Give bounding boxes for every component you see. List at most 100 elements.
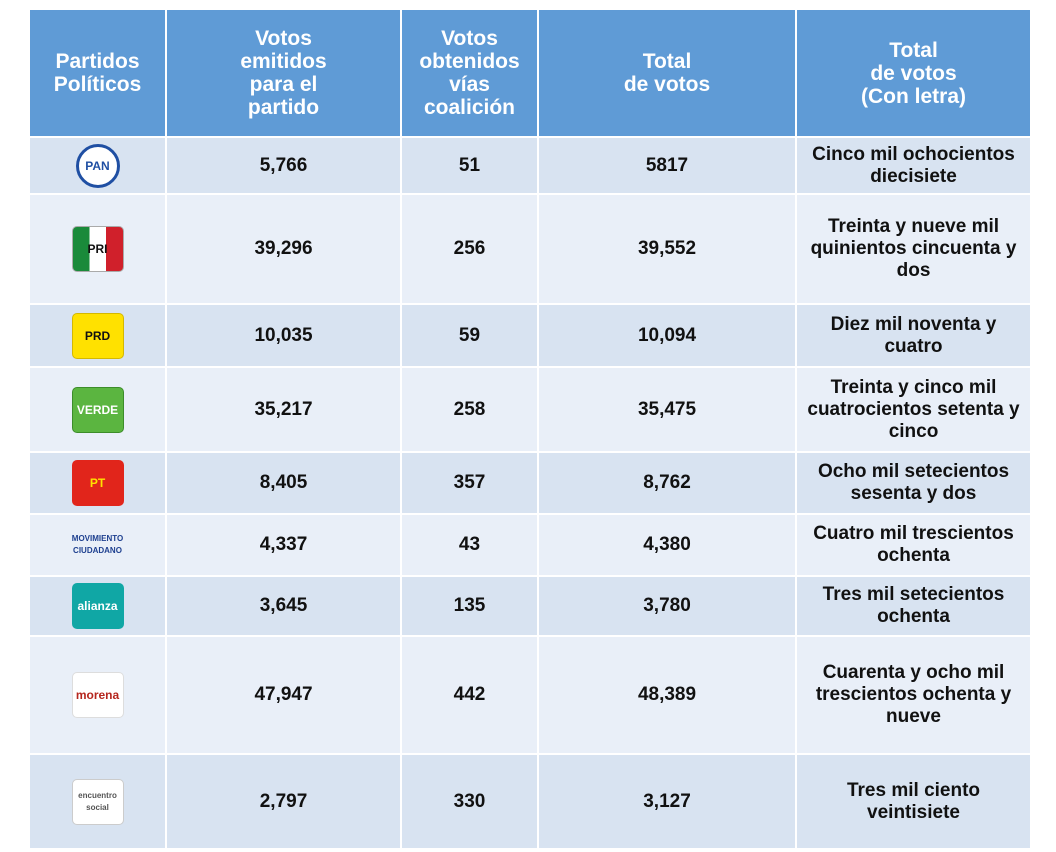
- table-row: PRD 10,035 59 10,094 Diez mil noventa y cuat…: [28, 303, 1032, 368]
- party-cell: PT: [28, 451, 167, 515]
- vote-count: 5,766: [259, 154, 308, 176]
- value-cell: Cuatro mil trescientos ochenta: [795, 513, 1032, 577]
- value-cell: 8,762: [537, 451, 797, 515]
- value-cell: 4,380: [537, 513, 797, 577]
- vote-count: 48,389: [637, 684, 697, 705]
- table-row: PAN 5,766 51 5817 Cinco mil ochocientos diec…: [28, 136, 1032, 195]
- column-header: Votos obtenidos vías coalición: [400, 8, 539, 138]
- table-row: PT 8,405 357 8,762 Ocho mil setecientos sese…: [28, 451, 1032, 515]
- column-header: Votos emitidos para el partido: [165, 8, 402, 138]
- value-cell: 39,552: [537, 193, 797, 305]
- value-cell: 135: [400, 575, 539, 637]
- table-row: alianza 3,645 135 3,780 Tres mil setecientos…: [28, 575, 1032, 637]
- value-cell: 330: [400, 753, 539, 850]
- vote-count: 3,780: [643, 595, 691, 616]
- value-cell: 10,094: [537, 303, 797, 368]
- vote-count: 5817: [645, 154, 689, 176]
- votes-in-words: Cinco mil ochocientos diecisiete: [812, 143, 1015, 187]
- vote-count: 51: [458, 154, 481, 176]
- party-logo: PRD: [71, 312, 124, 359]
- value-cell: Treinta y nueve mil quinientos cincuenta…: [795, 193, 1032, 305]
- votes-in-words: Cuarenta y ocho mil trescientos ochenta …: [815, 662, 1012, 727]
- votes-in-words: Ocho mil setecientos sesenta y dos: [817, 461, 1010, 504]
- value-cell: 4,337: [165, 513, 402, 577]
- column-header: Partidos Políticos: [28, 8, 167, 138]
- vote-count: 39,552: [637, 238, 697, 259]
- value-cell: 258: [400, 366, 539, 453]
- votes-in-words: Tres mil setecientos ochenta: [822, 584, 1005, 627]
- vote-count: 4,380: [643, 534, 691, 555]
- value-cell: 5817: [537, 136, 797, 195]
- vote-count: 2,797: [259, 790, 308, 812]
- value-cell: Ocho mil setecientos sesenta y dos: [795, 451, 1032, 515]
- value-cell: 35,475: [537, 366, 797, 453]
- value-cell: 59: [400, 303, 539, 368]
- vote-count: 39,296: [254, 238, 313, 259]
- party-cell: morena: [28, 635, 167, 755]
- party-logo: PT: [71, 460, 124, 506]
- results-table: Partidos Políticos Votos emitidos para el…: [28, 8, 1032, 850]
- value-cell: 35,217: [165, 366, 402, 453]
- vote-count: 258: [453, 398, 486, 420]
- party-logo: alianza: [71, 583, 124, 629]
- value-cell: Cuarenta y ocho mil trescientos ochenta …: [795, 635, 1032, 755]
- value-cell: 51: [400, 136, 539, 195]
- header-row: Partidos Políticos Votos emitidos para el…: [28, 8, 1032, 138]
- value-cell: Diez mil noventa y cuatro: [795, 303, 1032, 368]
- value-cell: 10,035: [165, 303, 402, 368]
- value-cell: 442: [400, 635, 539, 755]
- party-cell: encuentro social: [28, 753, 167, 850]
- value-cell: 3,127: [537, 753, 797, 850]
- vote-count: 135: [453, 595, 486, 616]
- vote-count: 4,337: [259, 534, 308, 555]
- value-cell: Tres mil ciento veintisiete: [795, 753, 1032, 850]
- votes-in-words: Tres mil ciento veintisiete: [846, 779, 981, 823]
- votes-in-words: Cuatro mil trescientos ochenta: [813, 523, 1014, 566]
- vote-count: 3,645: [259, 595, 308, 616]
- party-logo: morena: [71, 672, 124, 718]
- party-cell: PRI: [28, 193, 167, 305]
- votes-in-words: Treinta y cinco mil cuatrocientos setent…: [807, 376, 1020, 442]
- vote-count: 330: [453, 790, 486, 812]
- value-cell: 3,645: [165, 575, 402, 637]
- value-cell: 48,389: [537, 635, 797, 755]
- party-cell: MOVIMIENTO CIUDADANO: [28, 513, 167, 577]
- table-row: encuentro social 2,797 330 3,127 Tres mil ci…: [28, 753, 1032, 850]
- table-wrap: Partidos Políticos Votos emitidos para el…: [28, 8, 1032, 850]
- vote-count: 256: [453, 238, 486, 259]
- party-cell: PRD: [28, 303, 167, 368]
- value-cell: Cinco mil ochocientos diecisiete: [795, 136, 1032, 195]
- votes-in-words: Treinta y nueve mil quinientos cincuenta…: [810, 216, 1017, 281]
- table-row: MOVIMIENTO CIUDADANO 4,337 43 4,380 Cuatro m…: [28, 513, 1032, 577]
- vote-count: 8,405: [259, 472, 308, 493]
- vote-count: 43: [458, 534, 481, 555]
- value-cell: Treinta y cinco mil cuatrocientos setent…: [795, 366, 1032, 453]
- party-logo: encuentro social: [71, 778, 124, 825]
- value-cell: Tres mil setecientos ochenta: [795, 575, 1032, 637]
- table-row: VERDE 35,217 258 35,475 Treinta y cinco mil …: [28, 366, 1032, 453]
- party-logo: VERDE: [71, 386, 124, 433]
- vote-count: 442: [453, 684, 486, 705]
- vote-count: 3,127: [643, 790, 691, 812]
- party-logo: PAN: [75, 143, 120, 188]
- table-row: PRI 39,296 256 39,552 Treinta y nueve mil qu…: [28, 193, 1032, 305]
- vote-count: 10,035: [254, 324, 313, 346]
- value-cell: 39,296: [165, 193, 402, 305]
- vote-count: 357: [453, 472, 486, 493]
- value-cell: 256: [400, 193, 539, 305]
- party-cell: alianza: [28, 575, 167, 637]
- value-cell: 357: [400, 451, 539, 515]
- vote-count: 59: [458, 324, 481, 346]
- vote-count: 10,094: [637, 324, 697, 346]
- party-cell: PAN: [28, 136, 167, 195]
- column-header: Total de votos (Con letra): [795, 8, 1032, 138]
- column-header: Total de votos: [537, 8, 797, 138]
- vote-count: 35,217: [254, 398, 313, 420]
- value-cell: 47,947: [165, 635, 402, 755]
- value-cell: 3,780: [537, 575, 797, 637]
- party-logo: PRI: [71, 226, 124, 272]
- table-row: morena 47,947 442 48,389 Cuarenta y ocho mil…: [28, 635, 1032, 755]
- value-cell: 5,766: [165, 136, 402, 195]
- votes-in-words: Diez mil noventa y cuatro: [830, 313, 997, 357]
